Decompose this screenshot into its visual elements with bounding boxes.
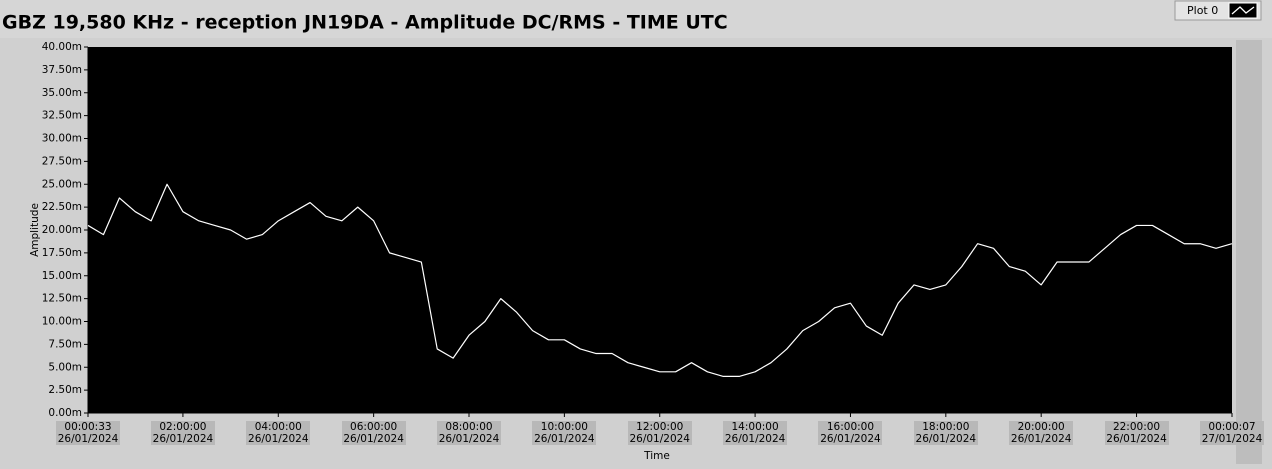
y-tick-label: 5.00m — [48, 361, 82, 373]
y-tick-label: 40.00m — [42, 41, 82, 53]
x-tick-label: 16:00:00 26/01/2024 — [818, 421, 883, 445]
x-tick-label: 20:00:00 26/01/2024 — [1009, 421, 1074, 445]
x-tick-label: 18:00:00 26/01/2024 — [913, 421, 978, 445]
y-tick-label: 2.50m — [48, 384, 82, 396]
chart-title: GBZ 19,580 KHz - reception JN19DA - Ampl… — [2, 12, 728, 34]
y-axis-label: Amplitude — [29, 203, 41, 257]
legend-swatch — [1231, 6, 1255, 15]
y-tick-label: 35.00m — [42, 87, 82, 99]
y-tick-label: 10.00m — [42, 316, 82, 328]
x-axis-label: Time — [643, 450, 670, 462]
x-tick-label: 14:00:00 26/01/2024 — [723, 421, 788, 445]
y-tick-label: 0.00m — [48, 407, 82, 419]
x-tick-label: 02:00:00 26/01/2024 — [150, 421, 215, 445]
y-tick-label: 30.00m — [42, 133, 82, 145]
x-tick-label: 06:00:00 26/01/2024 — [341, 421, 406, 445]
frame-strip — [1236, 40, 1262, 464]
x-tick-label: 04:00:00 26/01/2024 — [246, 421, 311, 445]
x-tick-label: 08:00:00 26/01/2024 — [437, 421, 501, 445]
x-tick-label: 12:00:00 26/01/2024 — [627, 421, 692, 445]
y-tick-label: 12.50m — [42, 293, 82, 305]
y-tick-label: 32.50m — [42, 110, 82, 122]
legend-label: Plot 0 — [1187, 4, 1218, 17]
x-tick-label: 00:00:33 26/01/2024 — [56, 421, 120, 445]
x-tick-label: 10:00:00 26/01/2024 — [532, 421, 597, 445]
y-tick-label: 20.00m — [42, 224, 82, 236]
y-tick-label: 37.50m — [42, 64, 82, 76]
plot-area — [88, 47, 1232, 413]
y-tick-label: 25.00m — [42, 178, 82, 190]
y-tick-label: 22.50m — [42, 201, 82, 213]
y-tick-label: 7.50m — [48, 338, 82, 350]
x-tick-label: 00:00:07 27/01/2024 — [1200, 421, 1264, 445]
y-tick-label: 17.50m — [42, 247, 82, 259]
data-line — [87, 183, 1233, 377]
x-tick-label: 22:00:00 26/01/2024 — [1104, 421, 1169, 445]
y-tick-label: 15.00m — [42, 270, 82, 282]
y-tick-label: 27.50m — [42, 155, 82, 167]
